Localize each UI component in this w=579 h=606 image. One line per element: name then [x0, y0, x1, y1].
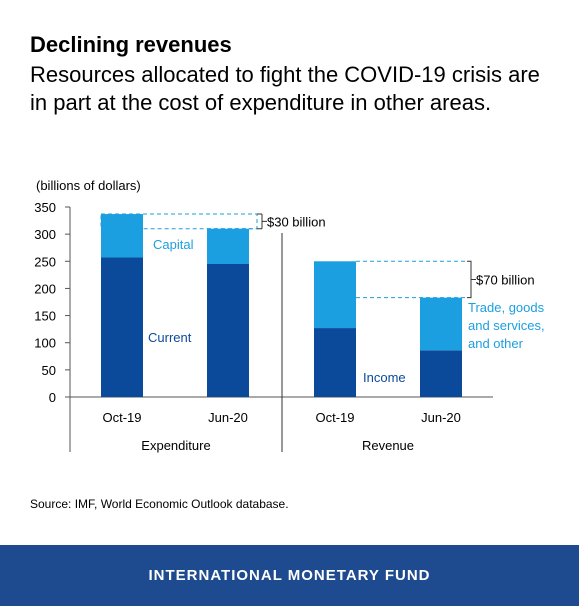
x-tick-label: Oct-19	[315, 410, 354, 425]
series-label-capital: Capital	[153, 237, 194, 252]
x-tick-label: Jun-20	[421, 410, 461, 425]
y-tick-label: 100	[34, 336, 56, 351]
series-label-current: Current	[148, 330, 192, 345]
group-label: Revenue	[362, 438, 414, 453]
series-label-trade: and services,	[468, 318, 545, 333]
annotation-box	[100, 213, 258, 230]
series-label-trade: Trade, goods	[468, 300, 545, 315]
bar-expenditure-jun-20-dark	[207, 264, 249, 397]
bar-revenue-oct-19-light	[314, 261, 356, 329]
group-label: Expenditure	[141, 438, 210, 453]
bar-expenditure-jun-20-light	[207, 228, 249, 264]
bar-revenue-jun-20-light	[420, 297, 462, 351]
y-tick-label: 200	[34, 281, 56, 296]
series-label-trade: and other	[468, 336, 524, 351]
imf-brand-text: INTERNATIONAL MONETARY FUND	[148, 567, 431, 584]
annotation-bracket	[467, 260, 476, 299]
series-label-income: Income	[363, 370, 406, 385]
footer-banner: INTERNATIONAL MONETARY FUND	[0, 545, 579, 606]
stacked-bar-chart: (billions of dollars) 0 50 100 150 200 250 300 3…	[34, 178, 545, 453]
bar-revenue-jun-20-dark	[420, 350, 462, 397]
bar-expenditure-oct-19-dark	[101, 257, 143, 397]
annotation-label-expenditure: $30 billion	[267, 214, 326, 229]
source-note: Source: IMF, World Economic Outlook data…	[30, 497, 289, 511]
annotation-label-revenue: $70 billion	[476, 272, 535, 287]
chart-subtitle: Resources allocated to fight the COVID-1…	[30, 62, 540, 115]
x-tick-label: Jun-20	[208, 410, 248, 425]
bar-expenditure-oct-19-light	[101, 214, 143, 258]
chart-title: Declining revenues	[30, 32, 232, 57]
y-tick-label: 350	[34, 200, 56, 215]
y-tick-label: 0	[49, 390, 56, 405]
y-tick-label: 150	[34, 309, 56, 324]
y-tick-label: 250	[34, 254, 56, 269]
unit-label: (billions of dollars)	[36, 178, 141, 193]
bar-revenue-oct-19-dark	[314, 328, 356, 397]
y-tick-label: 50	[42, 363, 56, 378]
y-tick-label: 300	[34, 227, 56, 242]
x-tick-label: Oct-19	[102, 410, 141, 425]
annotation-bracket	[257, 213, 267, 230]
